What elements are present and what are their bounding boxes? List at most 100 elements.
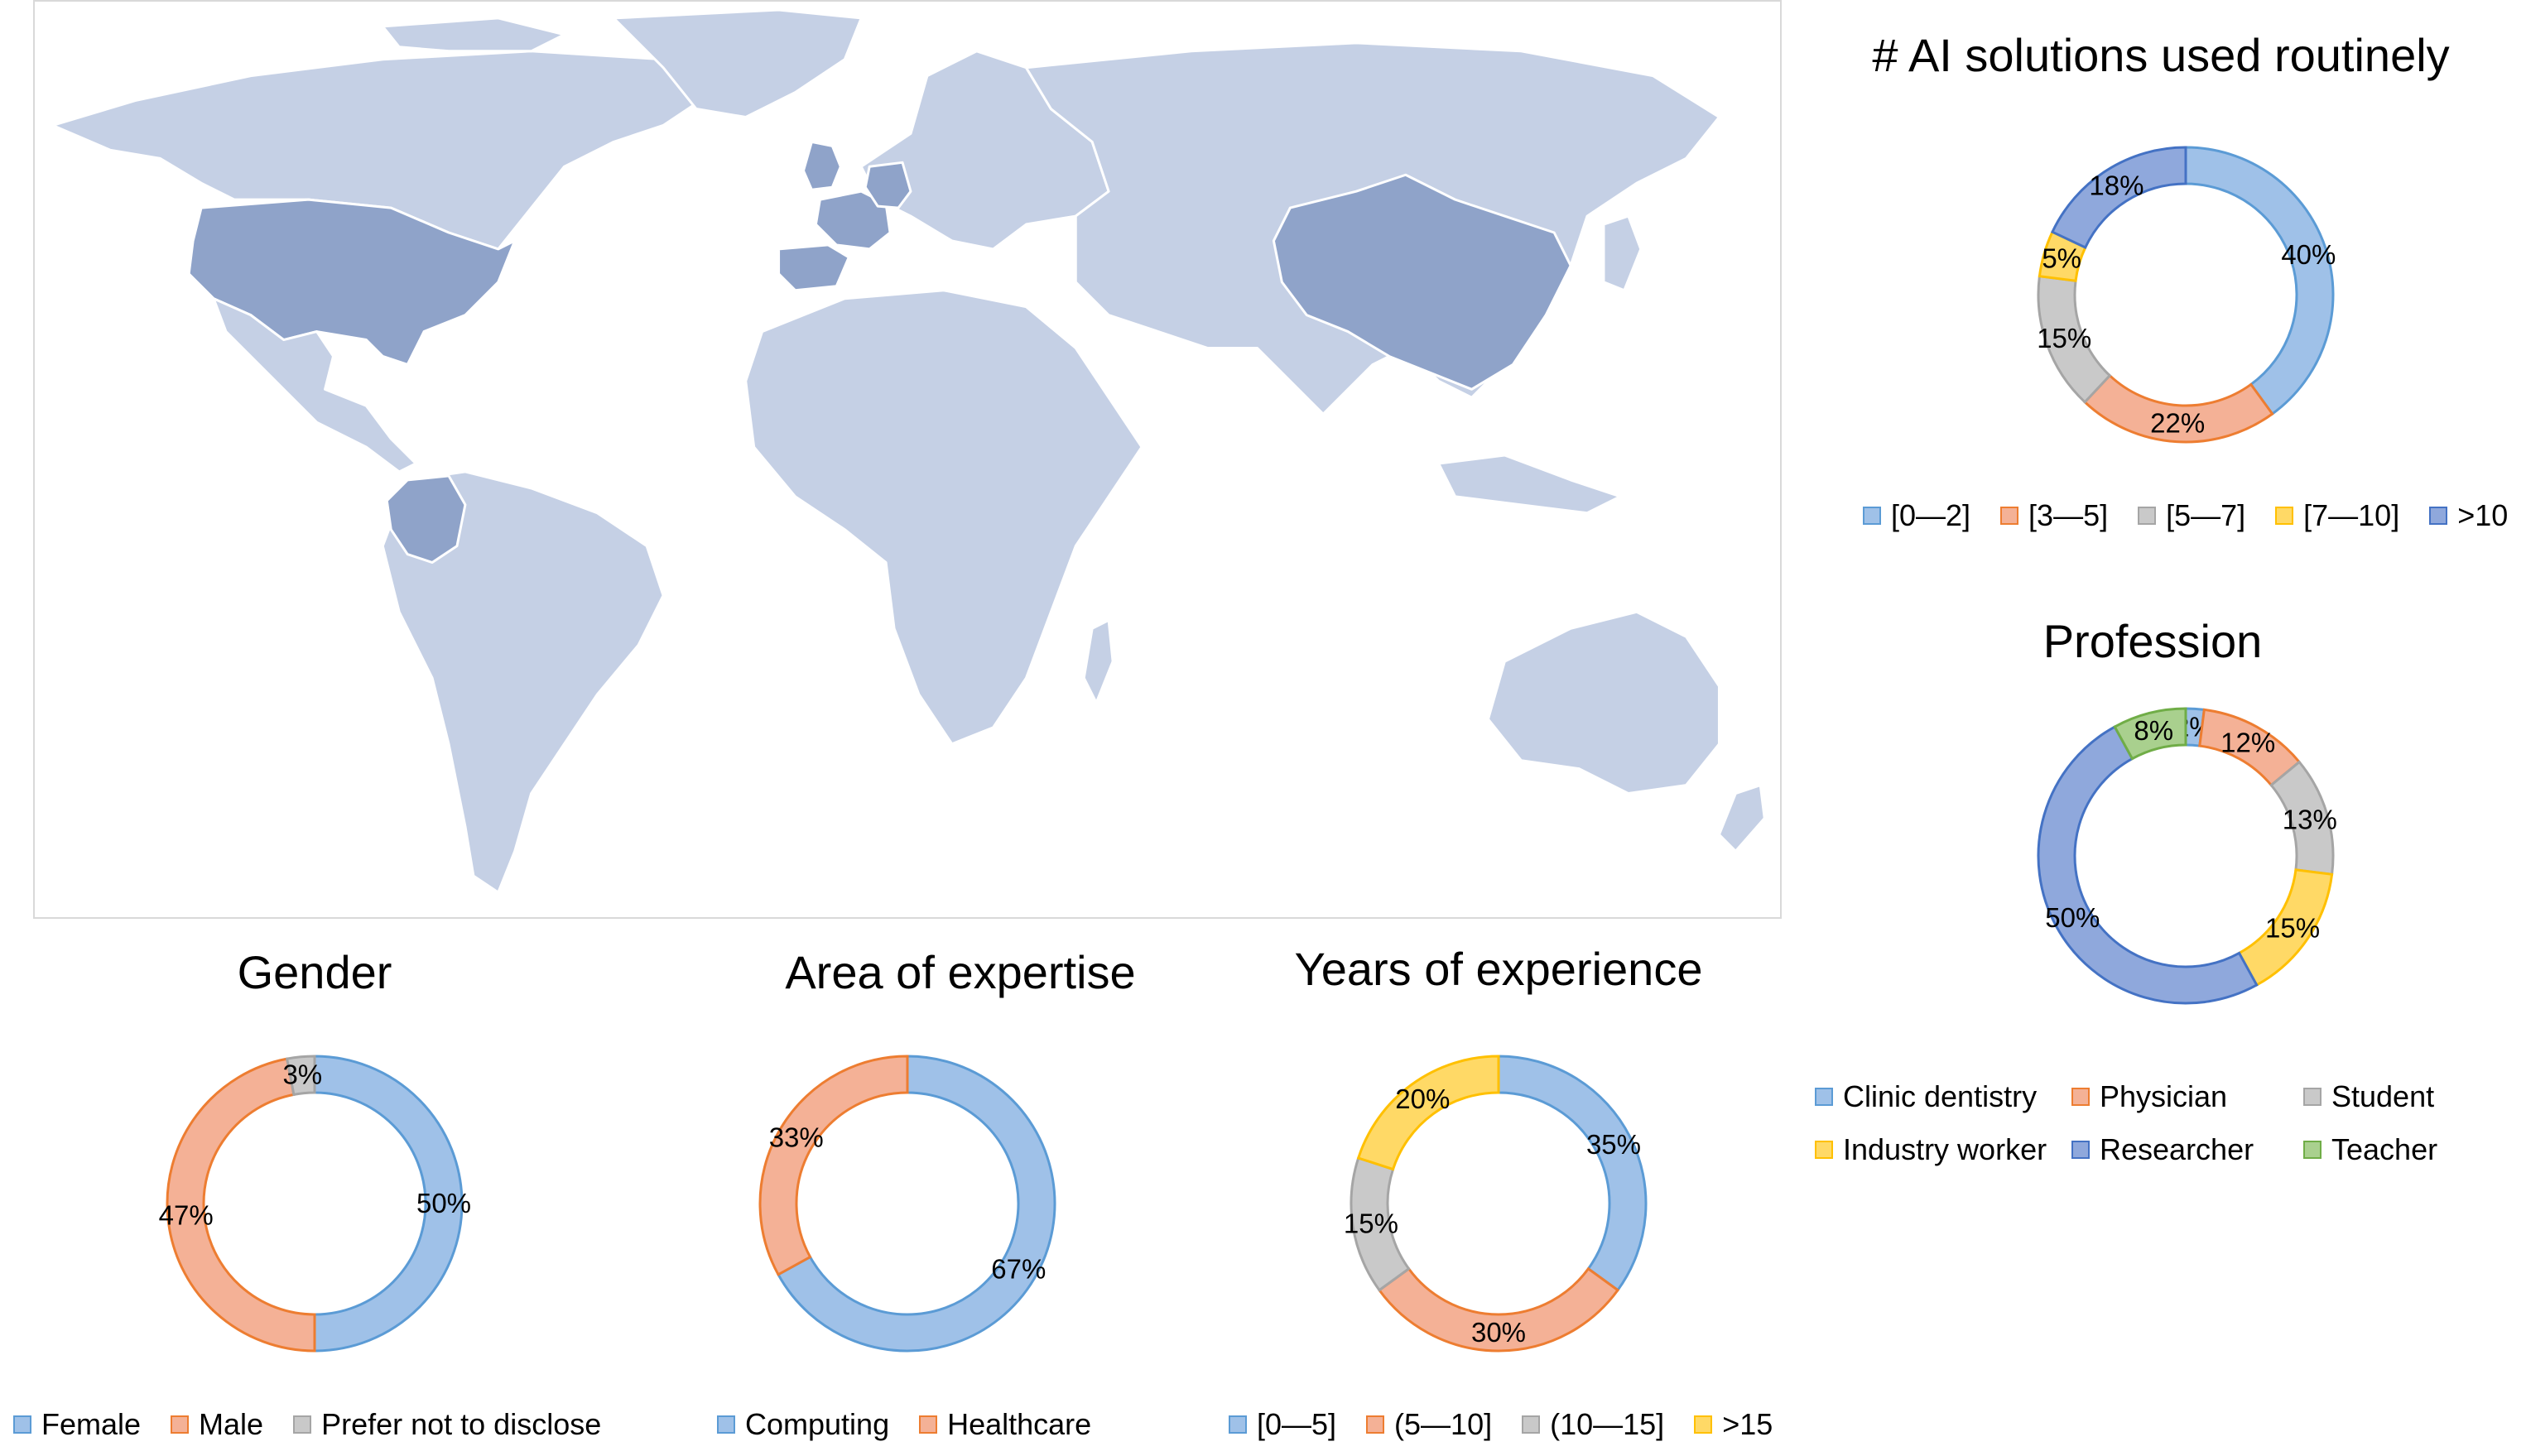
data-label-female: 50% (416, 1188, 471, 1218)
legend-item-student: Student (2303, 1079, 2485, 1114)
map-region-mexico (212, 297, 417, 473)
legend-label: Teacher (2331, 1132, 2438, 1166)
legend-item-physician: Physician (2071, 1079, 2303, 1114)
legend-label: Clinic dentistry (1843, 1079, 2038, 1113)
legend-item-15: >15 (1694, 1407, 1773, 1442)
legend-swatch (2303, 1141, 2322, 1159)
legend-item-10: >10 (2429, 498, 2508, 533)
data-label-3-5: 22% (2150, 408, 2205, 439)
legend-label: [0—5] (1257, 1407, 1337, 1441)
chart-profession: Profession 2% 12% 13% 15% 50% 8% Clinic denti… (1788, 604, 2517, 1200)
slice-healthcare (758, 1055, 909, 1276)
legend-swatch (717, 1415, 735, 1434)
data-label-5-10: 30% (1471, 1317, 1526, 1348)
legend-item-3-5: [3—5] (2000, 498, 2108, 533)
legend-item-7-10: [7—10] (2275, 498, 2399, 533)
map-region-africa (744, 289, 1143, 746)
map-region-southeast-asia (1437, 454, 1622, 515)
legend-ai-solutions: [0—2] [3—5] [5—7] [7—10] >10 (1863, 498, 2508, 533)
data-label-prefer-not-to-disclose: 3% (282, 1060, 322, 1090)
legend-experience: [0—5] (5—10] (10—15] >15 (1229, 1407, 1773, 1442)
legend-swatch (13, 1415, 31, 1434)
data-label-male: 47% (159, 1200, 214, 1231)
legend-swatch (1366, 1415, 1385, 1434)
data-label-0-5: 35% (1586, 1129, 1641, 1160)
donut-expertise: 67% 33% (758, 1055, 1056, 1353)
legend-label: Healthcare (947, 1407, 1092, 1441)
legend-label: [0—2] (1891, 498, 1971, 532)
legend-item-female: Female (13, 1407, 141, 1442)
chart-gender: Gender 50% 47% 3% Female Male Prefer not to … (0, 927, 646, 1449)
legend-label: Physician (2100, 1079, 2228, 1113)
data-label-7-10: 5% (2042, 243, 2081, 273)
slice-15 (1356, 1055, 1500, 1171)
slice-0-2 (2184, 146, 2335, 416)
legend-swatch (2071, 1141, 2090, 1159)
data-label-10-15: 15% (1344, 1208, 1398, 1238)
legend-item-10-15: (10—15] (1522, 1407, 1664, 1442)
chart-title: # AI solutions used routinely (1872, 29, 2450, 81)
map-region-japan (1602, 214, 1643, 292)
legend-swatch (2429, 507, 2448, 525)
legend-item-healthcare: Healthcare (919, 1407, 1091, 1442)
legend-label: Male (199, 1407, 264, 1441)
slice-10 (2050, 146, 2187, 249)
legend-swatch (2071, 1088, 2090, 1106)
map-region-united-kingdom (801, 140, 842, 191)
data-label-industry-worker: 15% (2265, 913, 2320, 944)
data-label-computing: 67% (991, 1253, 1046, 1284)
slice-female (313, 1055, 464, 1353)
legend-label: >15 (1722, 1407, 1773, 1441)
donut-gender: 50% 47% 3% (159, 1055, 471, 1353)
data-label-0-2: 40% (2281, 239, 2336, 270)
legend-item-teacher: Teacher (2303, 1132, 2485, 1167)
legend-swatch (1229, 1415, 1247, 1434)
legend-swatch (1522, 1415, 1541, 1434)
slice-researcher (2037, 724, 2259, 1005)
map-region-new-zealand (1717, 784, 1766, 853)
world-map (33, 0, 1782, 919)
legend-item-male: Male (171, 1407, 263, 1442)
legend-swatch (2138, 507, 2157, 525)
chart-title: Gender (237, 946, 392, 998)
legend-swatch (919, 1415, 938, 1434)
data-label-10: 18% (2089, 170, 2143, 200)
map-region-south-america (381, 470, 665, 894)
chart-title: Area of expertise (785, 946, 1136, 998)
legend-item-industry-worker: Industry worker (1815, 1132, 2071, 1167)
legend-label: Computing (745, 1407, 890, 1441)
chart-ai-solutions: # AI solutions used routinely 40% 22% 15% 5… (1805, 17, 2517, 546)
legend-swatch (293, 1415, 312, 1434)
legend-swatch (2275, 507, 2294, 525)
data-label-physician: 12% (2220, 727, 2275, 757)
legend-item-0-5: [0—5] (1229, 1407, 1336, 1442)
legend-item-5-10: (5—10] (1366, 1407, 1492, 1442)
data-label-15: 20% (1395, 1084, 1450, 1114)
map-region-colombia (385, 474, 467, 565)
slice-0-5 (1497, 1055, 1648, 1292)
data-label-student: 13% (2283, 804, 2337, 834)
slice-male (166, 1057, 316, 1353)
legend-label: Female (41, 1407, 142, 1441)
slice-teacher (2113, 707, 2187, 761)
map-region-arctic-islands (381, 17, 565, 53)
map-region-greenland (612, 8, 863, 118)
legend-swatch (1694, 1415, 1713, 1434)
map-region-spain (777, 243, 850, 292)
legend-label: Prefer not to disclose (321, 1407, 602, 1441)
donut-ai-solutions: 40% 22% 15% 5% 18% (2037, 146, 2336, 444)
legend-label: Student (2331, 1079, 2435, 1113)
legend-expertise: Computing Healthcare (717, 1407, 1091, 1442)
legend-label: (10—15] (1550, 1407, 1665, 1441)
data-label-5-7: 15% (2037, 323, 2091, 353)
map-region-north-america (51, 50, 714, 251)
legend-item-prefer-not-to-disclose: Prefer not to disclose (293, 1407, 601, 1442)
legend-label: [3—5] (2028, 498, 2109, 532)
legend-swatch (171, 1415, 190, 1434)
data-label-teacher: 8% (2134, 715, 2173, 746)
donut-experience: 35% 30% 15% 20% (1344, 1055, 1648, 1353)
legend-label: >10 (2457, 498, 2509, 532)
map-region-australia (1486, 610, 1720, 795)
slice-prefer-not-to-disclose (285, 1055, 316, 1097)
chart-expertise: Area of expertise 67% 33% Computing Health… (662, 927, 1258, 1449)
